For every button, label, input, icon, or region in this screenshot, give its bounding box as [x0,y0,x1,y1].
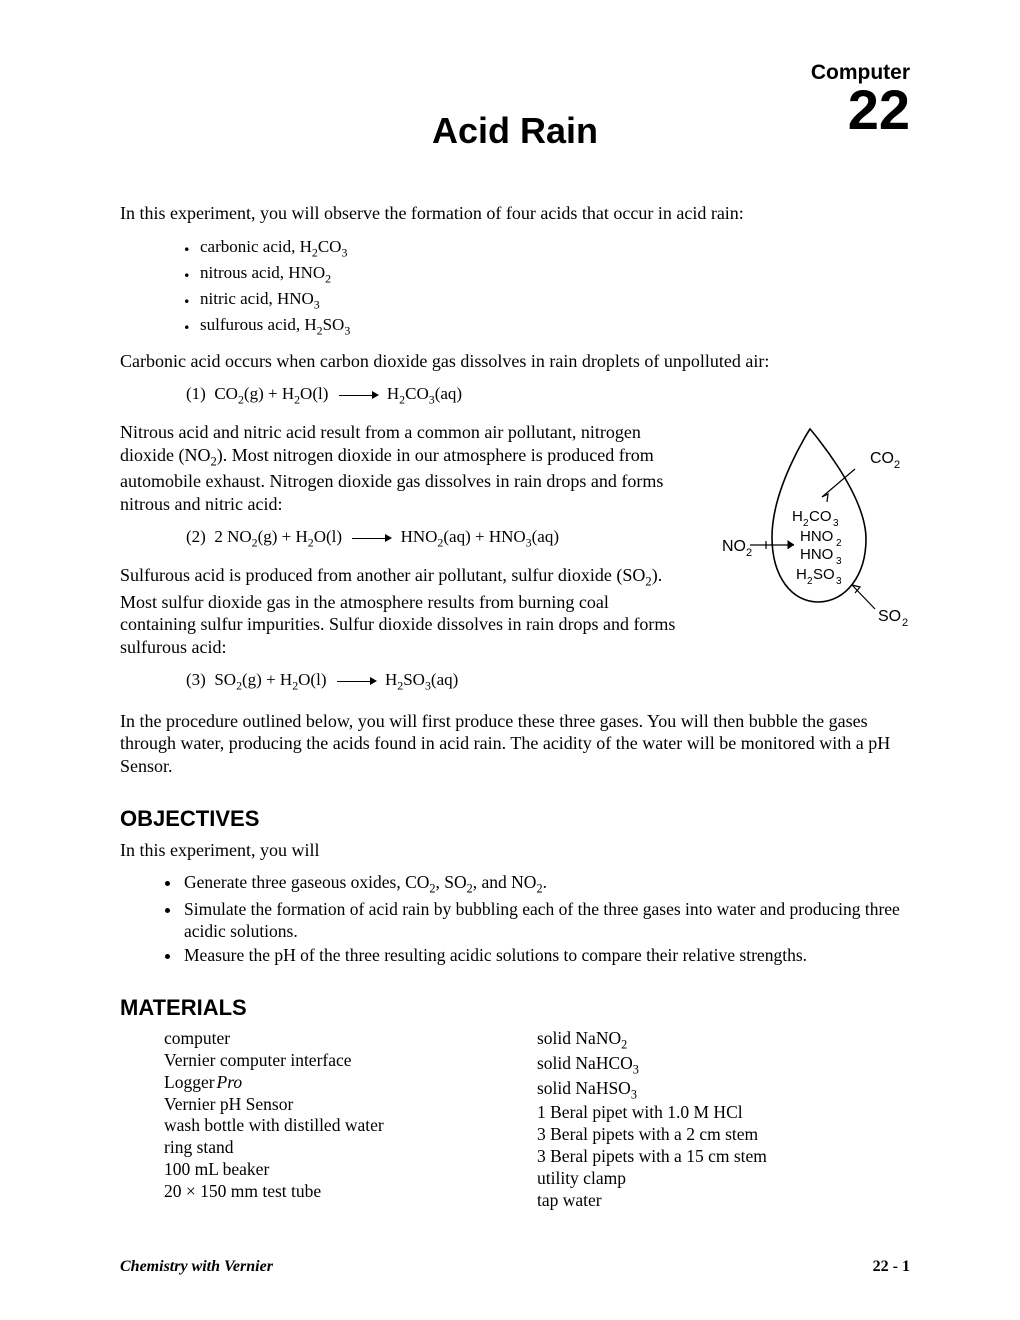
sulfurous-paragraph: Sulfurous acid is produced from another … [120,564,680,658]
page: Computer 22 Acid Rain In this experiment… [0,0,1020,1320]
header-number: 22 [848,82,910,138]
materials-heading: MATERIALS [120,994,910,1022]
svg-text:H: H [796,566,807,583]
intro-paragraph: In this experiment, you will observe the… [120,202,910,225]
document-title: Acid Rain [120,110,910,152]
svg-text:CO: CO [870,450,894,467]
list-item: carbonic acid, H2CO3 [184,236,910,260]
svg-text:2: 2 [894,459,900,471]
material-item: 1 Beral pipet with 1.0 M HCl [537,1102,910,1124]
svg-text:3: 3 [836,556,842,567]
materials-columns: computer Vernier computer interface Logg… [164,1028,910,1212]
svg-text:HNO: HNO [800,528,833,545]
body-content: In this experiment, you will observe the… [120,202,910,1212]
list-item: Simulate the formation of acid rain by b… [182,899,910,943]
list-item: nitrous acid, HNO2 [184,262,910,286]
svg-text:2: 2 [902,617,908,629]
svg-text:2: 2 [836,538,842,549]
material-item: tap water [537,1190,910,1212]
nitrous-paragraph: Nitrous acid and nitric acid result from… [120,421,680,515]
svg-text:H: H [792,508,803,525]
equation-1: (1) CO2(g) + H2O(l) H2CO3(aq) [186,383,910,407]
carbonic-paragraph: Carbonic acid occurs when carbon dioxide… [120,350,910,373]
svg-text:SO: SO [878,608,901,625]
material-item: solid NaNO2 [537,1028,910,1053]
svg-text:3: 3 [836,576,842,587]
materials-left-col: computer Vernier computer interface Logg… [164,1028,537,1212]
material-item: 20 × 150 mm test tube [164,1181,537,1203]
material-item: solid NaHCO3 [537,1053,910,1078]
list-item: Generate three gaseous oxides, CO2, SO2,… [182,872,910,897]
list-item: Measure the pH of the three resulting ac… [182,945,910,967]
material-item: solid NaHSO3 [537,1078,910,1103]
material-item: wash bottle with distilled water [164,1115,537,1137]
material-item: ring stand [164,1137,537,1159]
objectives-list: Generate three gaseous oxides, CO2, SO2,… [182,872,910,966]
equation-3: (3) SO2(g) + H2O(l) H2SO3(aq) [186,669,910,693]
material-item: LoggerPro [164,1072,537,1094]
footer-right: 22 - 1 [873,1258,910,1276]
svg-text:NO: NO [722,538,746,555]
procedure-paragraph: In the procedure outlined below, you wil… [120,710,910,778]
objectives-intro: In this experiment, you will [120,839,910,862]
raindrop-figure: CO2 NO2 SO2 H2 CO3 HNO2 HNO3 H2 SO3 [720,421,910,637]
svg-text:3: 3 [833,518,839,529]
acid-list: carbonic acid, H2CO3 nitrous acid, HNO2 … [184,236,910,339]
material-item: 3 Beral pipets with a 15 cm stem [537,1146,910,1168]
svg-text:SO: SO [813,566,835,583]
svg-text:HNO: HNO [800,546,833,563]
objectives-heading: OBJECTIVES [120,805,910,833]
page-footer: Chemistry with Vernier 22 - 1 [120,1258,910,1276]
material-item: 100 mL beaker [164,1159,537,1181]
material-item: Vernier computer interface [164,1050,537,1072]
footer-left: Chemistry with Vernier [120,1258,273,1276]
material-item: Vernier pH Sensor [164,1094,537,1116]
materials-right-col: solid NaNO2 solid NaHCO3 solid NaHSO3 1 … [537,1028,910,1212]
material-item: utility clamp [537,1168,910,1190]
svg-text:CO: CO [809,508,832,525]
material-item: computer [164,1028,537,1050]
list-item: sulfurous acid, H2SO3 [184,314,910,338]
material-item: 3 Beral pipets with a 2 cm stem [537,1124,910,1146]
list-item: nitric acid, HNO3 [184,288,910,312]
svg-text:2: 2 [746,547,752,559]
equation-2: (2) 2 NO2(g) + H2O(l) HNO2(aq) + HNO3(aq… [186,526,746,550]
